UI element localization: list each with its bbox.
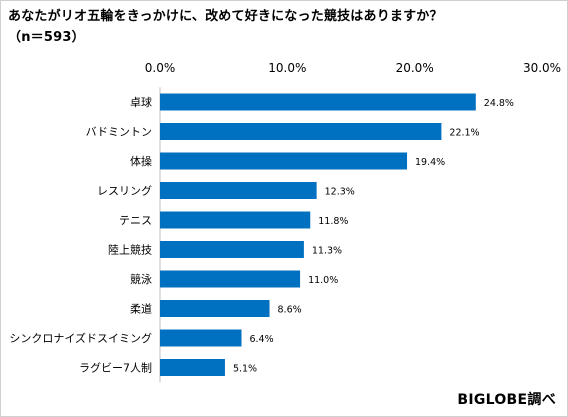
category-label: 競泳	[130, 272, 152, 286]
category-label: テニス	[119, 214, 152, 227]
bar	[160, 300, 270, 317]
category-label: 卓球	[130, 95, 152, 109]
bar	[160, 329, 242, 347]
bar	[160, 93, 476, 111]
category-label: バドミントン	[86, 126, 152, 139]
value-label: 8.6%	[278, 305, 302, 316]
value-label: 24.8%	[484, 98, 514, 109]
value-label: 11.3%	[312, 246, 342, 257]
x-tick-label: 10.0%	[268, 61, 306, 75]
category-label: ラグビー7人制	[79, 361, 152, 375]
value-label: 11.0%	[308, 275, 338, 286]
category-label: 体操	[130, 154, 152, 168]
category-label: 陸上競技	[108, 243, 152, 257]
bar	[160, 123, 442, 140]
value-label: 12.3%	[325, 187, 355, 198]
category-label: レスリング	[97, 184, 152, 198]
bar	[160, 182, 317, 199]
source-credit: BIGLOBE調べ	[457, 392, 556, 408]
bar	[160, 359, 225, 376]
value-label: 11.8%	[318, 216, 348, 227]
chart-title-question: あなたがリオ五輪をきっかけに、改めて好きになった競技はありますか？	[8, 9, 443, 24]
value-label: 22.1%	[449, 128, 479, 139]
x-tick-label: 0.0%	[145, 61, 176, 75]
value-label: 19.4%	[415, 157, 445, 168]
x-tick-label: 30.0%	[523, 61, 561, 75]
value-label: 6.4%	[249, 334, 273, 345]
chart-title: あなたがリオ五輪をきっかけに、改めて好きになった競技はありますか？ （n＝593…	[8, 6, 558, 48]
category-label: 柔道	[130, 302, 152, 316]
bar	[160, 270, 301, 288]
x-tick-label: 20.0%	[396, 61, 434, 75]
bar	[160, 241, 304, 258]
chart-title-sample-size: （n＝593）	[8, 30, 85, 45]
bar	[160, 211, 311, 229]
bar	[160, 152, 408, 170]
category-label: シンクロナイズドスイミング	[9, 331, 152, 345]
value-label: 5.1%	[233, 364, 257, 375]
